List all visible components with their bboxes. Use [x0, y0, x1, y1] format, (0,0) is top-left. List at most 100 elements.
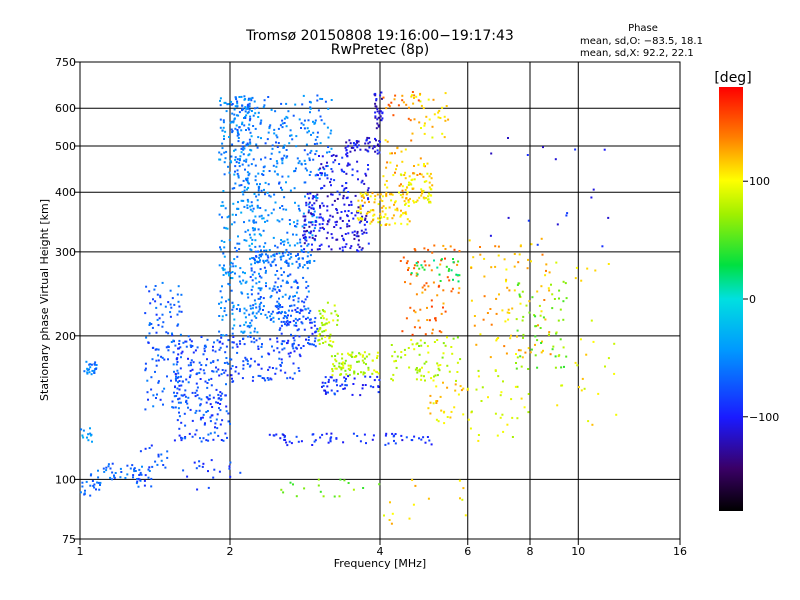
data-point: [237, 174, 240, 177]
data-point: [178, 339, 181, 342]
data-point: [264, 259, 267, 262]
data-point: [230, 289, 233, 292]
data-point: [427, 407, 430, 410]
data-point: [191, 391, 194, 394]
data-point: [426, 345, 429, 348]
data-point: [163, 358, 166, 361]
data-point: [393, 98, 396, 101]
data-point: [230, 100, 233, 103]
data-point: [230, 155, 233, 158]
data-point: [315, 199, 318, 202]
data-point: [361, 215, 364, 218]
data-point: [276, 246, 279, 249]
data-point: [408, 175, 411, 178]
data-point: [466, 387, 469, 390]
data-point: [374, 370, 377, 373]
data-point: [406, 260, 409, 263]
data-point: [271, 147, 274, 150]
data-point: [269, 338, 272, 341]
data-point: [144, 447, 147, 450]
data-point: [170, 341, 173, 343]
data-point: [374, 111, 377, 114]
data-point: [290, 442, 293, 445]
data-point: [516, 385, 519, 388]
data-point: [565, 297, 568, 300]
data-point: [259, 289, 262, 292]
data-point: [346, 196, 349, 199]
data-point: [222, 269, 225, 272]
data-point: [264, 142, 267, 145]
data-point: [318, 333, 321, 336]
data-point: [301, 225, 304, 228]
data-point: [281, 162, 284, 165]
data-point: [261, 377, 264, 379]
data-point: [240, 129, 243, 132]
data-point: [418, 196, 421, 199]
data-point: [422, 175, 425, 178]
data-point: [146, 379, 149, 382]
data-point: [221, 392, 224, 395]
data-point: [397, 104, 400, 107]
data-point: [289, 351, 292, 354]
data-point: [171, 297, 174, 300]
data-point: [243, 323, 246, 326]
data-point: [255, 255, 258, 258]
data-point: [562, 280, 565, 283]
data-point: [391, 355, 394, 358]
data-point: [308, 318, 311, 321]
data-point: [155, 306, 158, 309]
data-point: [305, 286, 308, 289]
data-point: [347, 352, 349, 355]
data-point: [450, 269, 453, 272]
data-point: [288, 142, 291, 145]
data-point: [89, 427, 91, 430]
data-point: [527, 219, 530, 222]
data-point: [260, 158, 262, 161]
data-point: [442, 302, 445, 305]
data-point: [245, 309, 248, 312]
data-point: [87, 439, 90, 442]
data-point: [219, 290, 222, 293]
data-point: [364, 192, 367, 195]
data-point: [339, 216, 342, 219]
data-point: [233, 258, 236, 261]
data-point: [285, 248, 288, 251]
data-point: [187, 406, 189, 409]
data-point: [231, 312, 234, 315]
data-point: [574, 361, 577, 364]
data-point: [174, 406, 177, 409]
data-points: [79, 91, 618, 525]
data-point: [207, 433, 210, 436]
data-point: [423, 132, 426, 135]
data-point: [239, 471, 242, 474]
data-point: [113, 476, 116, 479]
data-point: [180, 356, 182, 359]
data-point: [262, 106, 265, 109]
data-point: [555, 261, 558, 264]
data-point: [454, 389, 457, 392]
data-point: [314, 317, 317, 320]
data-point: [374, 102, 377, 105]
data-point: [376, 357, 378, 359]
data-point: [331, 215, 334, 218]
data-point: [255, 339, 258, 342]
data-point: [241, 109, 243, 112]
colorbar-tick-label: 100: [749, 175, 770, 188]
data-point: [470, 266, 473, 269]
data-point: [444, 310, 447, 313]
data-point: [219, 126, 222, 129]
data-point: [222, 334, 225, 337]
data-point: [379, 198, 382, 201]
data-point: [390, 344, 393, 346]
data-point: [276, 286, 279, 289]
data-point: [229, 160, 232, 163]
x-tick-label: 10: [571, 545, 585, 558]
data-point: [379, 115, 382, 118]
data-point: [419, 368, 421, 371]
data-point: [273, 285, 276, 288]
data-point: [317, 339, 320, 342]
data-point: [338, 163, 341, 165]
data-point: [302, 251, 305, 253]
data-point: [319, 206, 322, 209]
data-point: [151, 358, 154, 361]
